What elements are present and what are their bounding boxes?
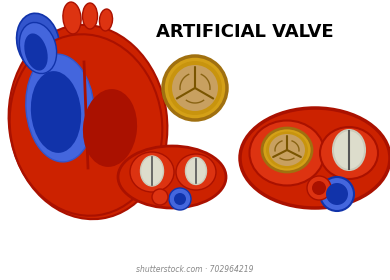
Ellipse shape <box>240 108 390 208</box>
Circle shape <box>320 177 354 211</box>
Ellipse shape <box>262 128 312 172</box>
Ellipse shape <box>83 3 98 29</box>
Ellipse shape <box>140 156 163 186</box>
Ellipse shape <box>118 146 226 208</box>
Circle shape <box>326 183 348 205</box>
Ellipse shape <box>176 154 216 190</box>
Ellipse shape <box>266 132 308 169</box>
Ellipse shape <box>24 33 48 71</box>
Ellipse shape <box>333 130 365 170</box>
Ellipse shape <box>31 71 81 153</box>
Circle shape <box>163 56 227 120</box>
Circle shape <box>169 188 191 210</box>
Ellipse shape <box>9 25 167 219</box>
Circle shape <box>174 193 186 205</box>
Text: shutterstock.com · 702964219: shutterstock.com · 702964219 <box>136 265 254 274</box>
Ellipse shape <box>63 2 81 34</box>
Ellipse shape <box>99 9 113 31</box>
Circle shape <box>152 189 168 205</box>
Ellipse shape <box>130 152 174 192</box>
Circle shape <box>168 61 222 115</box>
Circle shape <box>307 176 331 200</box>
Ellipse shape <box>26 54 94 162</box>
Ellipse shape <box>10 34 162 216</box>
Ellipse shape <box>320 127 378 179</box>
Circle shape <box>172 65 218 111</box>
Circle shape <box>312 181 326 195</box>
Ellipse shape <box>83 89 137 167</box>
Text: ARTIFICIAL VALVE: ARTIFICIAL VALVE <box>156 23 334 41</box>
Ellipse shape <box>20 22 57 74</box>
Ellipse shape <box>250 120 324 186</box>
Ellipse shape <box>17 13 59 71</box>
Ellipse shape <box>186 158 206 185</box>
Ellipse shape <box>269 134 305 166</box>
